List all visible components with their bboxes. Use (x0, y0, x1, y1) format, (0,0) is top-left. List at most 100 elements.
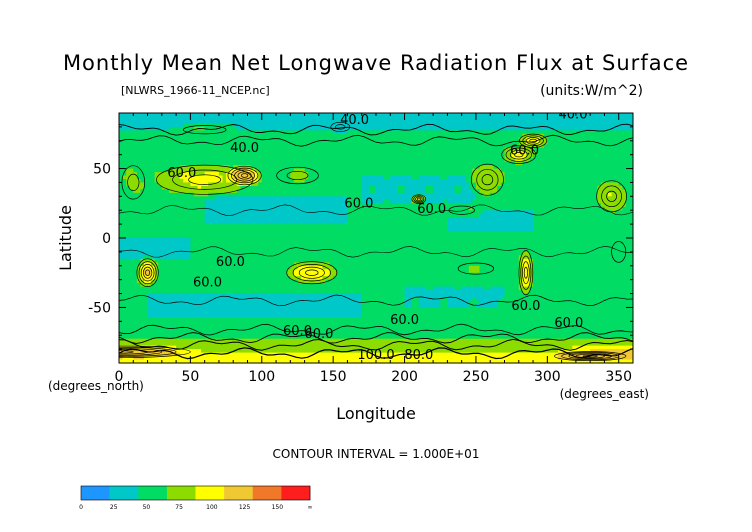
heat-cell (268, 217, 274, 222)
heat-cell (286, 144, 291, 149)
heat-cell (172, 244, 177, 250)
heat-cell (211, 178, 216, 184)
heat-cell (251, 116, 256, 121)
heat-cell (165, 331, 170, 336)
heat-cell (168, 206, 174, 211)
heat-cell (122, 349, 127, 354)
heat-cell (197, 255, 202, 260)
heat-cell (236, 206, 241, 211)
heat-cell (365, 192, 370, 197)
heat-cell (161, 203, 166, 208)
heat-cell (233, 130, 238, 135)
heat-cell (208, 189, 213, 194)
heat-cell (136, 158, 142, 163)
heat-cell (340, 130, 345, 135)
heat-cell (126, 224, 131, 229)
heat-cell (308, 210, 313, 215)
heat-cell (290, 352, 295, 357)
heat-cell (233, 192, 238, 197)
heat-cell (311, 137, 316, 142)
heat-cell (340, 158, 345, 163)
heat-cell (183, 178, 188, 184)
heat-cell (165, 293, 170, 298)
heat-cell (197, 349, 202, 354)
heat-cell (311, 349, 316, 354)
heat-cell (154, 206, 159, 211)
heat-cell (265, 161, 270, 166)
heat-cell (251, 234, 256, 239)
heat-cell (258, 241, 263, 246)
heat-cell (276, 262, 281, 267)
heat-cell (343, 220, 349, 225)
heat-cell (126, 335, 131, 340)
heat-cell (208, 279, 213, 284)
heat-cell (322, 182, 327, 187)
heat-cell (361, 331, 366, 336)
heat-cell (268, 297, 274, 302)
heat-cell (168, 116, 174, 121)
heat-cell (119, 244, 124, 250)
heat-cell (147, 217, 152, 222)
heat-cell (283, 321, 288, 326)
heat-cell (258, 297, 263, 302)
heat-cell (311, 133, 316, 138)
heat-cell (179, 213, 184, 218)
heat-cell (247, 324, 252, 329)
heat-cell (151, 154, 156, 159)
heat-cell (258, 175, 263, 180)
heat-cell (201, 349, 206, 354)
heat-cell (190, 314, 195, 319)
heat-cell (211, 300, 216, 305)
heat-cell (147, 359, 152, 363)
heat-cell (208, 220, 213, 225)
heat-cell (279, 227, 284, 232)
heat-cell (201, 297, 206, 302)
heat-cell (201, 227, 206, 232)
heat-cell (268, 203, 274, 208)
heat-cell (204, 168, 209, 173)
heat-cell (340, 265, 345, 270)
heat-cell (247, 199, 252, 204)
heat-cell (147, 300, 152, 305)
heat-cell (283, 297, 288, 302)
heat-cell (183, 265, 188, 270)
heat-cell (333, 192, 338, 197)
heat-cell (254, 310, 259, 315)
heat-cell (201, 328, 206, 333)
heat-cell (358, 335, 363, 340)
heat-cell (136, 144, 142, 149)
heat-cell (261, 258, 266, 263)
heat-cell (147, 272, 152, 277)
heat-cell (358, 321, 363, 326)
heat-cell (297, 300, 302, 305)
heat-cell (154, 203, 159, 208)
heat-cell (272, 328, 277, 333)
heat-cell (358, 324, 363, 329)
heat-cell (172, 262, 177, 267)
heat-cell (218, 203, 224, 208)
heat-cell (329, 310, 334, 315)
heat-cell (143, 279, 149, 284)
heat-cell (322, 345, 327, 350)
heat-cell (358, 231, 363, 236)
heat-cell (365, 168, 370, 173)
heat-cell (229, 345, 234, 350)
heat-cell (254, 185, 259, 190)
heat-cell (361, 342, 366, 347)
heat-cell (358, 151, 363, 156)
heat-cell (151, 178, 156, 184)
heat-cell (226, 265, 231, 270)
heat-cell (168, 224, 174, 229)
heat-cell (326, 113, 331, 118)
heat-cell (211, 199, 216, 204)
heat-cell (197, 345, 202, 350)
heat-cell (258, 172, 263, 177)
heat-cell (268, 324, 274, 329)
heat-cell (315, 151, 320, 156)
heat-cell (215, 206, 220, 211)
heat-cell (168, 189, 174, 194)
heat-cell (354, 231, 359, 236)
heat-cell (251, 203, 256, 208)
heat-cell (308, 140, 313, 145)
heat-cell (129, 234, 134, 239)
